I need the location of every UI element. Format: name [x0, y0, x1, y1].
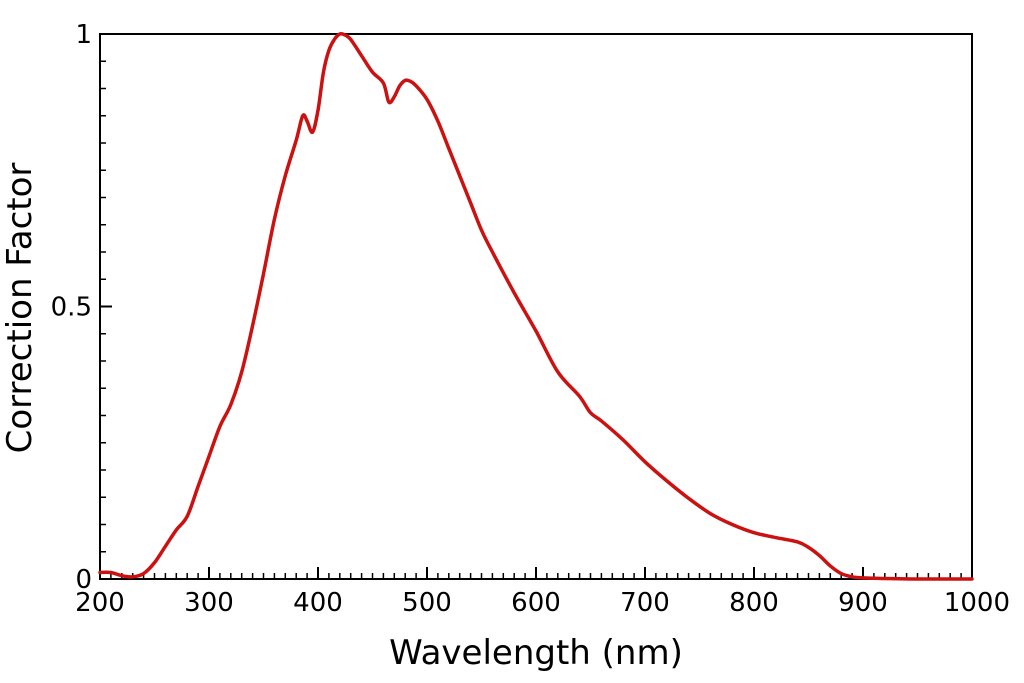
- y-tick-label: 0.5: [51, 293, 92, 323]
- x-tick-label: 400: [293, 588, 343, 618]
- x-axis-title: Wavelength (nm): [389, 633, 683, 673]
- x-tick-label: 700: [620, 588, 670, 618]
- y-axis-title: Correction Factor: [0, 163, 40, 454]
- y-tick-label: 1: [75, 20, 92, 50]
- y-tick-label: 0: [75, 565, 92, 595]
- x-tick-label: 300: [184, 588, 234, 618]
- x-tick-label: 500: [402, 588, 452, 618]
- x-tick-label: 200: [75, 588, 125, 618]
- series-line: [98, 31, 974, 581]
- plot-area-frame: [99, 33, 973, 580]
- x-tick-label: 800: [729, 588, 779, 618]
- x-tick-label: 900: [838, 588, 888, 618]
- major-ticks: [99, 33, 973, 580]
- y-tick-labels: 00.51: [51, 20, 92, 595]
- x-tick-label: 600: [511, 588, 561, 618]
- x-tick-label: 1000: [944, 588, 1010, 618]
- minor-ticks: [99, 33, 973, 580]
- x-tick-labels: 200 300 400 500 600 700 800 900 1000: [75, 588, 1010, 618]
